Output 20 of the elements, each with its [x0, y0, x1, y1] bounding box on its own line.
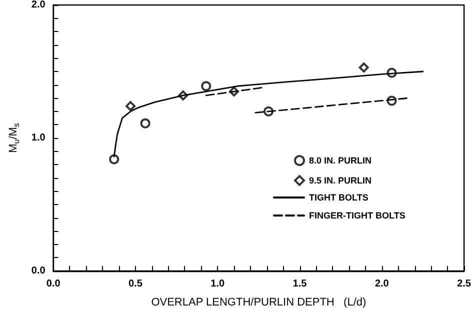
y-tick-label: 0.0 — [31, 266, 46, 276]
point — [126, 101, 136, 112]
x-tick-label: 1.5 — [292, 278, 308, 290]
x-tick-label: 0.5 — [128, 278, 143, 290]
legend-label: FINGER-TIGHT BOLTS — [309, 210, 406, 220]
legend-label: 8.0 IN. PURLIN — [309, 156, 372, 166]
y-tick-label: 2.0 — [31, 0, 46, 10]
x-axis-title: OVERLAP LENGTH/PURLIN DEPTH (L/d) — [151, 296, 366, 308]
y-tick-label: 1.0 — [31, 132, 46, 144]
legend-label: 9.5 IN. PURLIN — [309, 176, 372, 186]
point — [358, 62, 369, 73]
x-tick-label: 2.0 — [374, 278, 390, 290]
point — [140, 118, 150, 128]
legend-label: TIGHT BOLTS — [309, 192, 368, 202]
x-tick-label: 2.5 — [457, 278, 472, 290]
point — [109, 154, 120, 164]
point — [201, 81, 212, 92]
y-axis-title: Mu/Ms — [8, 123, 21, 153]
x-tick-label: 1.0 — [210, 278, 225, 290]
x-tick-label: 0.0 — [46, 278, 61, 290]
